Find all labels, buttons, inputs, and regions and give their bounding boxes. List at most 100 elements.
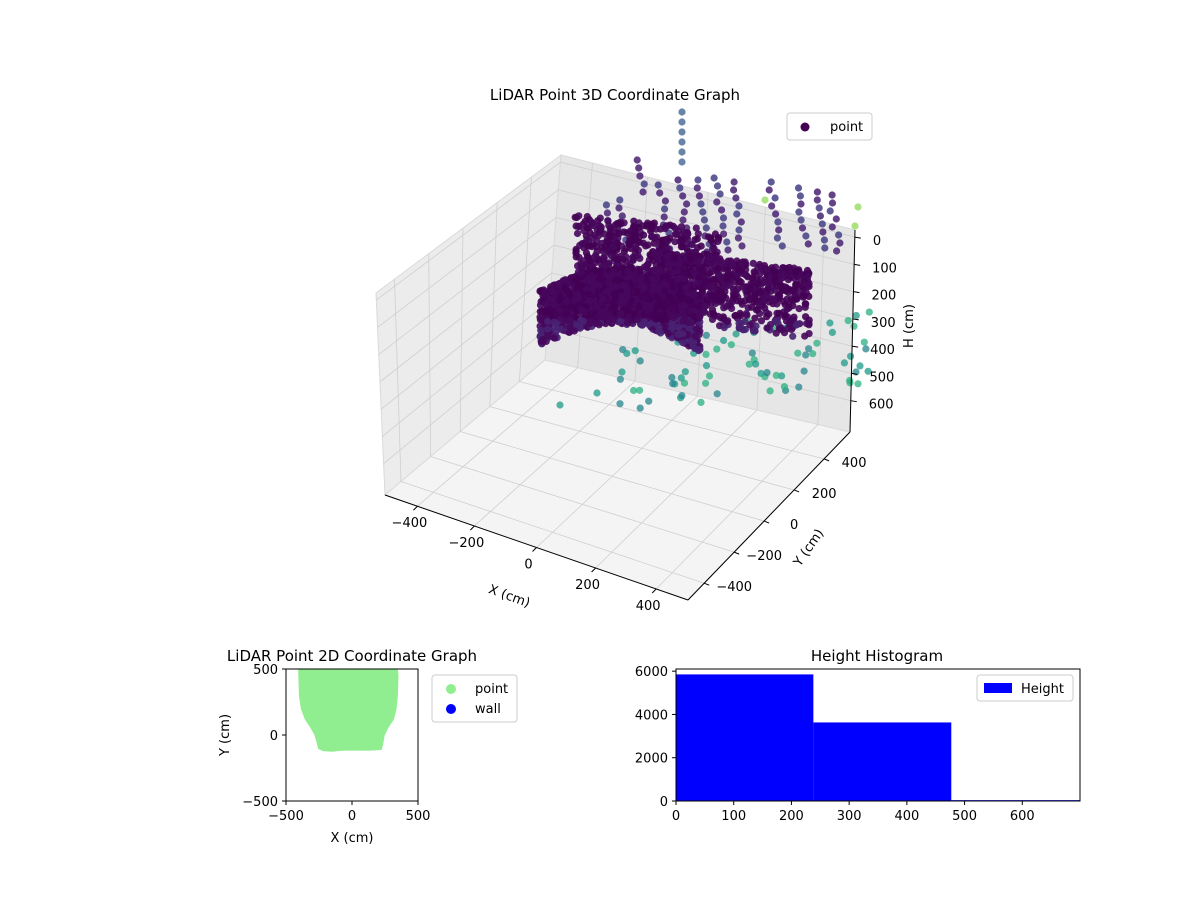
scatter-point-3d [645, 320, 653, 329]
scatter-point-3d [732, 278, 740, 286]
scatter-point-3d [783, 264, 791, 272]
scatter-point-3d [678, 392, 686, 400]
y-tick-label-histogram: 0 [660, 795, 668, 810]
x-tick-label-histogram: 100 [721, 809, 746, 824]
scatter-point-3d [680, 379, 689, 387]
scatter-point-3d [605, 312, 613, 320]
scatter-point-3d [618, 212, 626, 220]
y-tick-mark-3d [823, 458, 830, 462]
scatter-point-3d [718, 206, 726, 214]
scatter-point-3d [755, 300, 763, 308]
scatter-point-3d [813, 196, 821, 204]
scatter-point-3d [616, 220, 624, 228]
scatter-point-3d [751, 294, 759, 302]
scatter-point-3d [571, 296, 579, 304]
scatter-point-3d [741, 271, 749, 279]
scatter-point-3d [656, 250, 664, 258]
scatter-point-3d [751, 314, 759, 322]
scatter-point-3d [693, 184, 701, 192]
x-tick-label-histogram: 400 [894, 809, 919, 824]
scatter-point-3d [685, 324, 693, 332]
z-tick-label-3d: 500 [869, 370, 894, 385]
scatter-point-3d [536, 287, 544, 295]
scatter-point-3d [656, 189, 664, 197]
scatter-point-3d [595, 321, 603, 329]
scatter-point-3d [679, 216, 687, 224]
scatter-point-3d [575, 222, 583, 230]
scatter-point-3d [660, 213, 668, 221]
scatter-point-3d [801, 332, 809, 340]
scatter-point-3d [697, 200, 705, 208]
plot-frame-histogram [675, 668, 1081, 802]
point-region-2d [298, 669, 399, 752]
legend-2d-label-point: point [475, 682, 508, 697]
scatter-point-3d [763, 324, 771, 332]
scatter-point-3d [572, 249, 580, 257]
histogram-bar [676, 674, 814, 801]
scatter-point-3d [664, 254, 672, 262]
chart-histogram: Height Histogram 0 100 200 300 400 500 6000200… [635, 647, 1081, 824]
scatter-point-3d [656, 266, 664, 274]
scatter-point-3d [683, 200, 691, 208]
scatter-point-3d [733, 210, 741, 218]
scatter-point-3d [624, 319, 632, 327]
scatter-point-3d [850, 322, 858, 330]
scatter-point-3d [655, 295, 663, 303]
scatter-point-3d [738, 325, 747, 333]
scatter-point-3d [865, 308, 873, 316]
scatter-point-3d [702, 331, 711, 339]
scatter-point-3d [624, 267, 632, 275]
scatter-point-3d [557, 325, 565, 333]
scatter-point-3d [593, 389, 601, 397]
scatter-point-3d [645, 397, 653, 405]
scatter-point-3d [724, 269, 733, 277]
scatter-point-3d [735, 319, 743, 327]
legend-2d-marker-point [446, 684, 456, 694]
scatter-point-3d [735, 265, 743, 274]
chart-3d-title: LiDAR Point 3D Coordinate Graph [490, 86, 740, 104]
grid-line-3d-z-wall [382, 300, 550, 437]
scatter-point-3d [738, 300, 746, 308]
scatter-point-3d [648, 220, 656, 228]
scatter-point-3d [544, 317, 552, 325]
scatter-point-3d [766, 387, 774, 395]
scatter-point-3d [670, 300, 678, 308]
scatter-point-3d [603, 209, 612, 217]
scatter-point-3d [615, 204, 623, 212]
z-tick-label-3d: 100 [872, 261, 897, 276]
scatter-point-3d [667, 294, 675, 302]
x-axis-label-2d: X (cm) [331, 831, 374, 846]
z-tick-mark-3d [851, 372, 858, 375]
legend-histogram-label: Height [1021, 682, 1064, 697]
scatter-point-3d [605, 317, 613, 325]
scatter-point-3d [775, 226, 783, 234]
x-tick-label-2d: 0 [348, 809, 356, 824]
scatter-point-3d [797, 216, 805, 224]
ticks-3d: −400 −200 0 200 400 400 200 0 −200 −400 0 100 200 300… [392, 234, 897, 614]
scatter-point-3d [782, 317, 791, 325]
scatter-point-3d [800, 367, 808, 375]
scatter-point-3d [611, 294, 620, 302]
scatter-point-3d [707, 236, 715, 244]
scatter-point-3d [775, 309, 783, 317]
scatter-point-3d [735, 202, 743, 210]
scatter-point-3d [636, 386, 644, 394]
scatter-point-3d [774, 218, 782, 226]
y-tick-label-histogram: 2000 [635, 752, 668, 767]
scatter-point-3d [583, 252, 592, 260]
y-tick-label-3d: 400 [842, 456, 867, 471]
scatter-point-3d [821, 244, 829, 252]
scatter-point-3d [669, 313, 678, 322]
scatter-point-3d [627, 244, 635, 253]
scatter-point-3d [565, 278, 573, 287]
z-tick-label-3d: 200 [871, 289, 896, 304]
scatter-point-3d [754, 279, 762, 287]
x-tick-label-2d: −500 [268, 809, 304, 824]
scatter-point-3d [635, 164, 643, 172]
scatter-point-3d [583, 213, 591, 221]
scatter-point-3d [544, 332, 552, 340]
scatter-point-3d [636, 357, 644, 365]
grid-line-3d-y-wall [394, 279, 402, 482]
y-tick-label-3d: 200 [812, 487, 837, 502]
